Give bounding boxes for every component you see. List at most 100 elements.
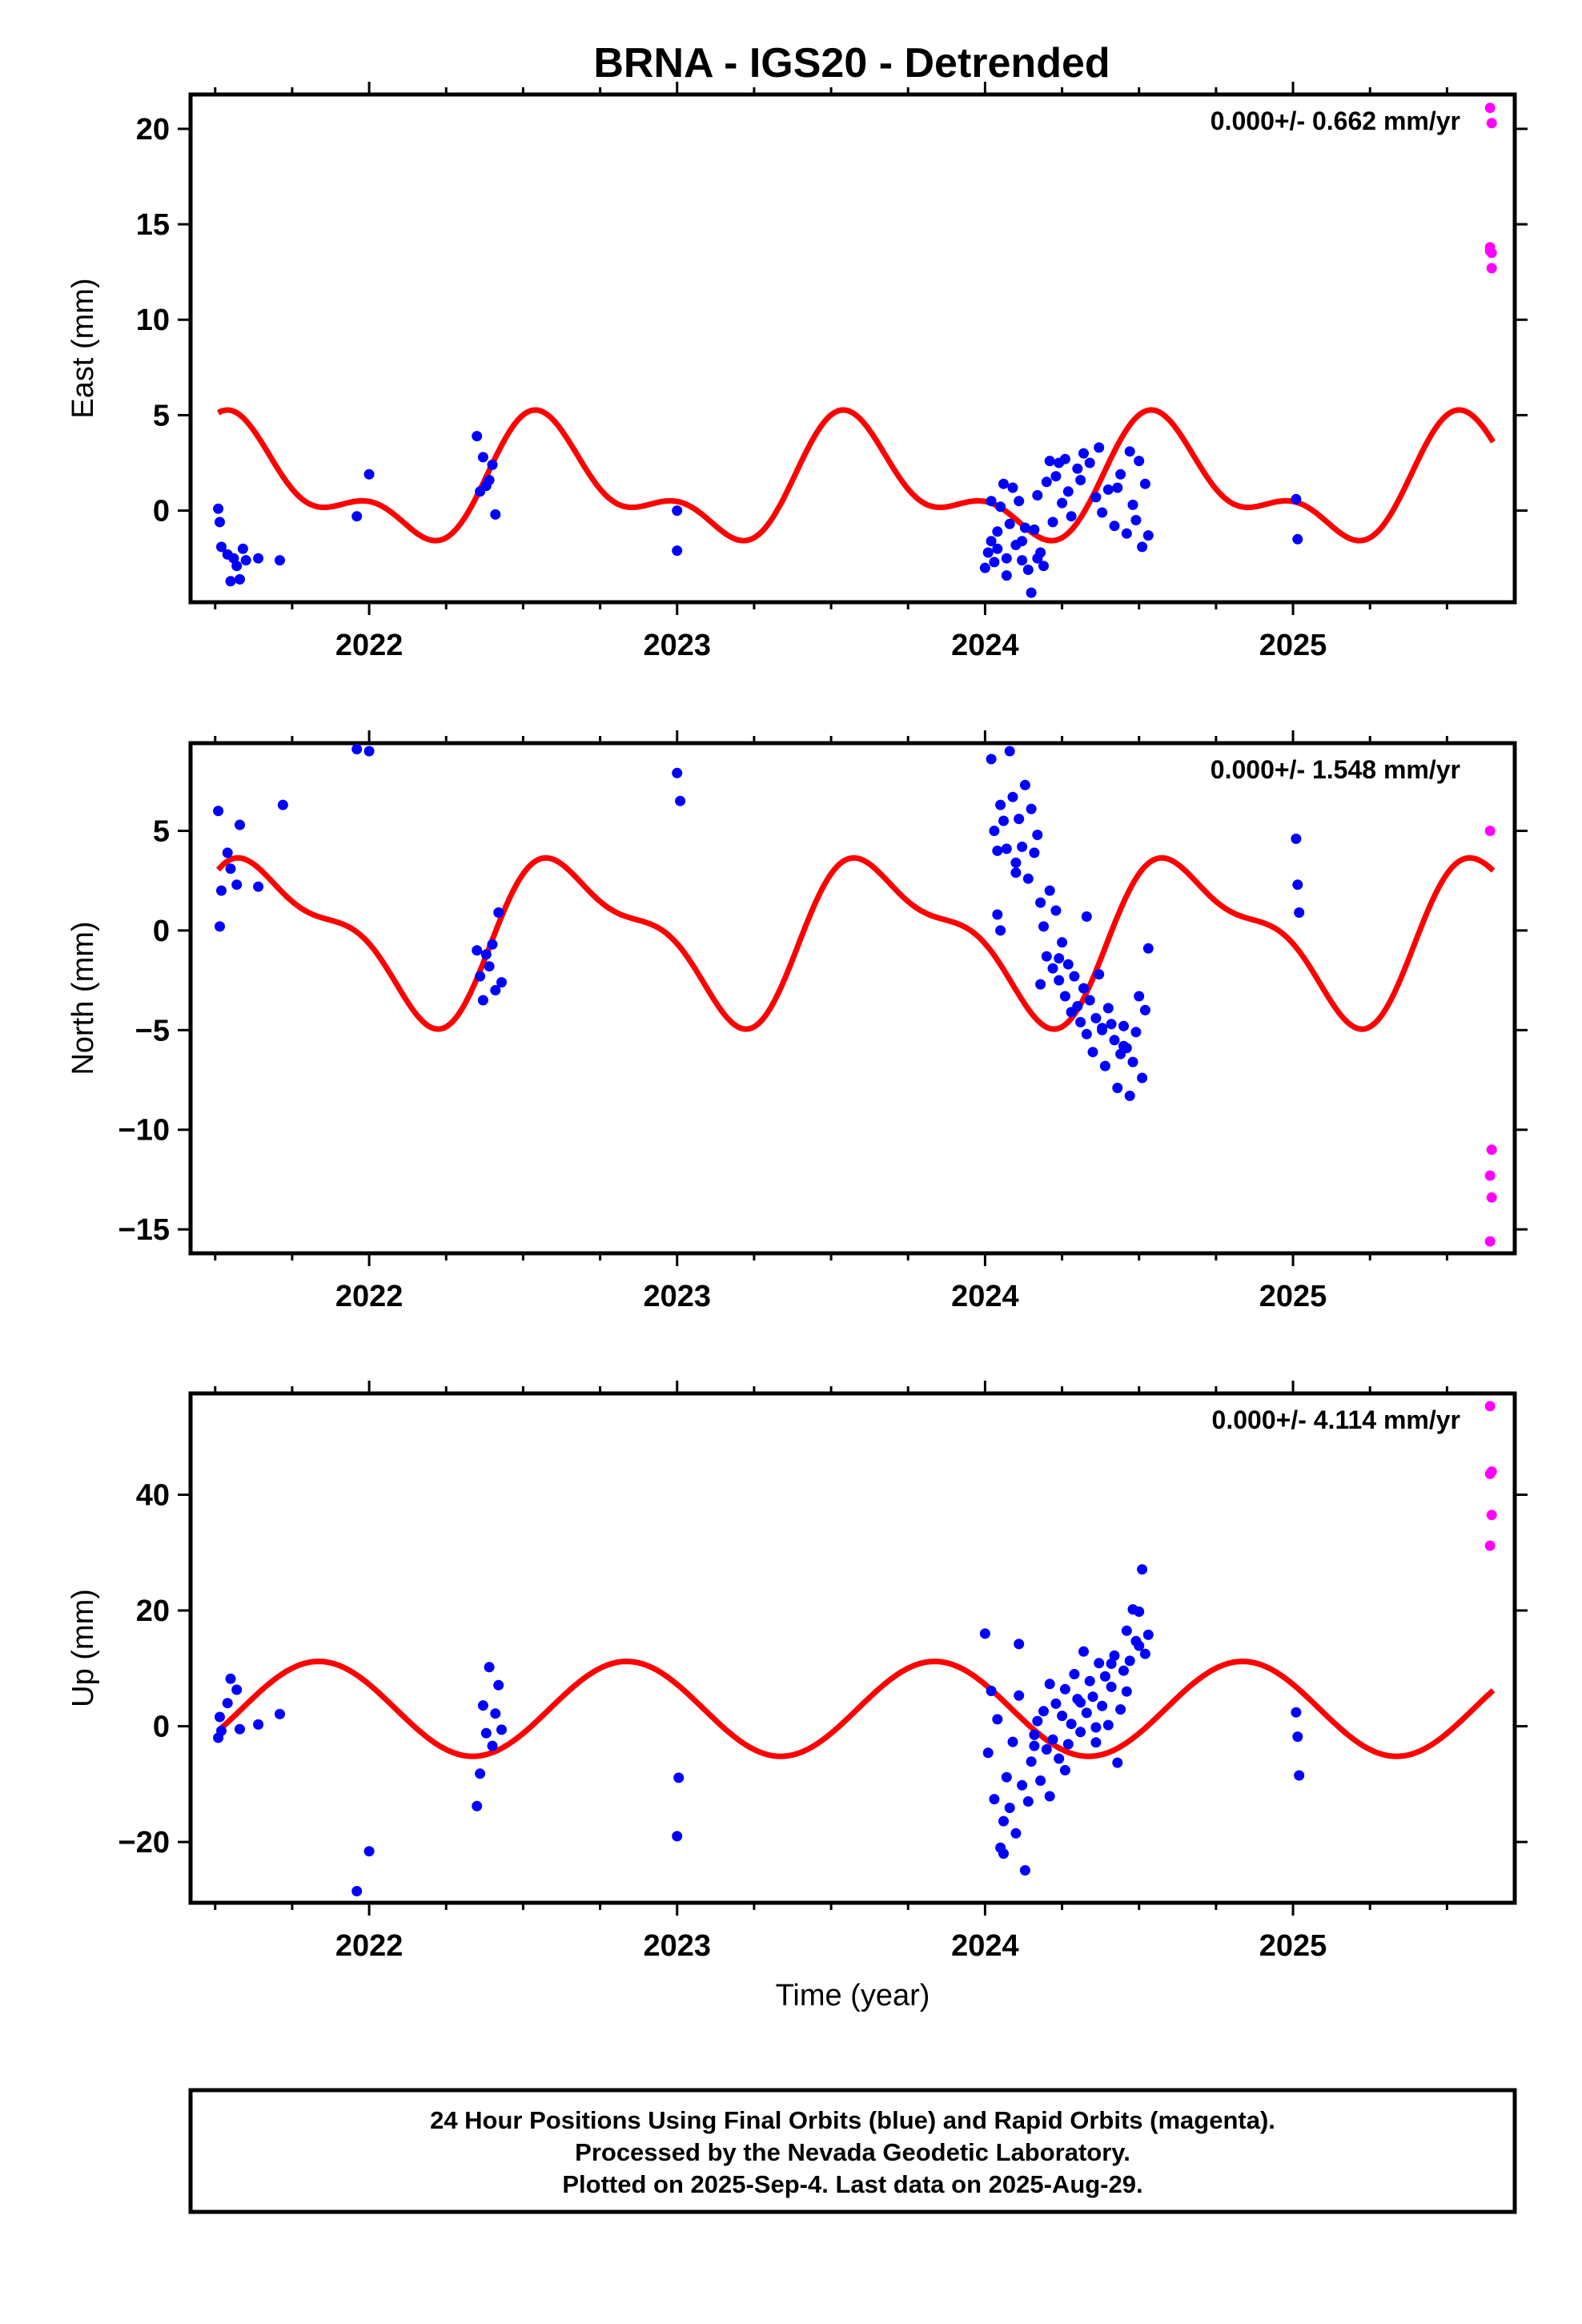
north-final-point bbox=[992, 845, 1003, 856]
north-final-point bbox=[493, 907, 504, 918]
north-final-point bbox=[1087, 1047, 1098, 1058]
east-final-point bbox=[1022, 565, 1034, 575]
east-final-point bbox=[1019, 522, 1030, 533]
up-final-point bbox=[253, 1719, 264, 1730]
east-final-point bbox=[477, 452, 488, 463]
north-final-point bbox=[1022, 873, 1034, 884]
up-final-point bbox=[1121, 1625, 1132, 1636]
north-rate-annotation: 0.000+/- 1.548 mm/yr bbox=[1211, 755, 1460, 784]
north-final-point bbox=[1081, 1028, 1092, 1039]
east-rapid-point bbox=[1486, 263, 1497, 274]
up-final-point bbox=[1054, 1753, 1065, 1764]
east-final-point bbox=[490, 509, 501, 520]
east-final-point bbox=[1137, 541, 1148, 553]
up-final-point bbox=[1075, 1727, 1086, 1738]
up-x-tick-label: 2024 bbox=[951, 1929, 1019, 1963]
east-rapid-point bbox=[1486, 118, 1497, 129]
east-rapid-point bbox=[1484, 245, 1496, 256]
up-final-point bbox=[1066, 1719, 1077, 1730]
up-final-point bbox=[1059, 1683, 1070, 1695]
east-panel: 2022 2023 2024 2025 0 5 10 15 20 East (mm) 0.000+/… bbox=[66, 82, 1528, 662]
north-final-point bbox=[1041, 951, 1052, 962]
up-final-point bbox=[1118, 1665, 1129, 1676]
east-final-point bbox=[1127, 499, 1138, 510]
east-final-point bbox=[998, 478, 1009, 489]
north-final-point bbox=[277, 799, 288, 810]
north-final-point bbox=[986, 754, 997, 765]
up-final-point bbox=[475, 1768, 486, 1779]
north-final-point bbox=[231, 879, 243, 891]
up-final-point bbox=[1102, 1719, 1114, 1731]
up-final-point bbox=[1291, 1707, 1302, 1718]
east-final-point bbox=[1090, 492, 1102, 503]
east-y-tick-label: 15 bbox=[136, 208, 170, 242]
east-final-point bbox=[986, 496, 997, 507]
footer-line-3: Plotted on 2025-Sep-4. Last data on 2025… bbox=[562, 2170, 1142, 2198]
north-final-point bbox=[992, 909, 1003, 920]
north-final-point bbox=[1032, 830, 1043, 840]
up-final-point bbox=[1050, 1698, 1062, 1709]
east-final-point bbox=[1050, 471, 1062, 482]
up-final-point bbox=[1081, 1707, 1092, 1719]
up-final-point bbox=[1017, 1779, 1028, 1791]
up-final-point bbox=[1069, 1669, 1080, 1679]
east-final-point bbox=[982, 547, 994, 558]
north-final-point bbox=[216, 885, 227, 896]
north-x-tick-label: 2023 bbox=[643, 1280, 711, 1313]
up-final-point bbox=[1134, 1640, 1145, 1651]
up-final-point bbox=[1099, 1671, 1110, 1682]
up-final-point bbox=[275, 1708, 285, 1719]
north-final-point bbox=[477, 995, 488, 1006]
east-final-point bbox=[1007, 482, 1018, 493]
north-final-point bbox=[1127, 1056, 1138, 1068]
east-final-point bbox=[1001, 570, 1012, 581]
up-x-axis-label: Time (year) bbox=[776, 1979, 930, 2012]
up-final-point bbox=[672, 1831, 683, 1842]
east-final-point bbox=[1094, 442, 1105, 453]
north-final-point bbox=[480, 949, 492, 960]
north-final-point bbox=[1106, 1019, 1117, 1030]
footer-line-2: Processed by the Nevada Geodetic Laborat… bbox=[575, 2138, 1130, 2166]
up-final-point bbox=[496, 1724, 507, 1735]
up-rapid-point bbox=[1484, 1401, 1496, 1412]
up-rapid-point bbox=[1486, 1510, 1497, 1521]
north-final-point bbox=[1004, 746, 1015, 757]
north-final-point bbox=[213, 806, 224, 817]
east-final-point bbox=[1142, 530, 1154, 541]
north-final-point bbox=[1292, 879, 1303, 891]
east-plot-frame bbox=[188, 92, 1517, 605]
north-final-point bbox=[496, 977, 507, 988]
east-final-point bbox=[1041, 476, 1052, 488]
north-plot-frame bbox=[188, 741, 1517, 1256]
east-y-tick-label: 20 bbox=[136, 113, 170, 147]
east-x-tick-label: 2025 bbox=[1259, 629, 1327, 662]
east-final-point bbox=[995, 501, 1006, 513]
up-panel: 2022 2023 2024 2025 −20 0 20 40 Up (mm) Time (yea… bbox=[66, 1381, 1528, 2012]
up-final-point bbox=[1004, 1803, 1015, 1813]
up-final-point bbox=[1090, 1722, 1102, 1733]
east-final-point bbox=[1004, 518, 1015, 529]
east-final-point bbox=[992, 543, 1003, 554]
east-final-point bbox=[472, 431, 483, 442]
up-final-point bbox=[1019, 1865, 1030, 1876]
east-final-point bbox=[1124, 446, 1135, 457]
north-final-point bbox=[1069, 971, 1080, 982]
north-final-point bbox=[253, 881, 264, 892]
up-final-point bbox=[1112, 1757, 1123, 1768]
east-final-point bbox=[1014, 496, 1025, 507]
north-rapid-point bbox=[1484, 826, 1496, 836]
east-final-point bbox=[351, 511, 363, 522]
north-x-tick-label: 2024 bbox=[951, 1280, 1019, 1313]
east-y-tick-label: 0 bbox=[153, 495, 170, 529]
north-final-point bbox=[1081, 911, 1092, 922]
up-final-point bbox=[1137, 1564, 1148, 1575]
north-final-point bbox=[1029, 847, 1040, 858]
up-final-point bbox=[1292, 1731, 1303, 1743]
up-final-point bbox=[1007, 1736, 1018, 1747]
east-final-point bbox=[487, 459, 498, 470]
north-rapid-point bbox=[1484, 1170, 1496, 1181]
east-final-point bbox=[231, 561, 243, 572]
north-final-point bbox=[1294, 907, 1305, 918]
north-final-point bbox=[490, 985, 501, 995]
north-final-point bbox=[1026, 803, 1037, 814]
